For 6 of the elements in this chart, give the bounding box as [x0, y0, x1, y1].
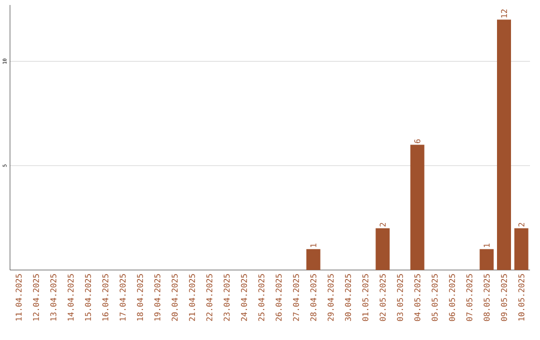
bar [497, 20, 512, 270]
bar [410, 144, 424, 270]
bar [376, 228, 390, 270]
bar [306, 249, 320, 270]
bar [480, 249, 494, 270]
bar [514, 228, 528, 270]
